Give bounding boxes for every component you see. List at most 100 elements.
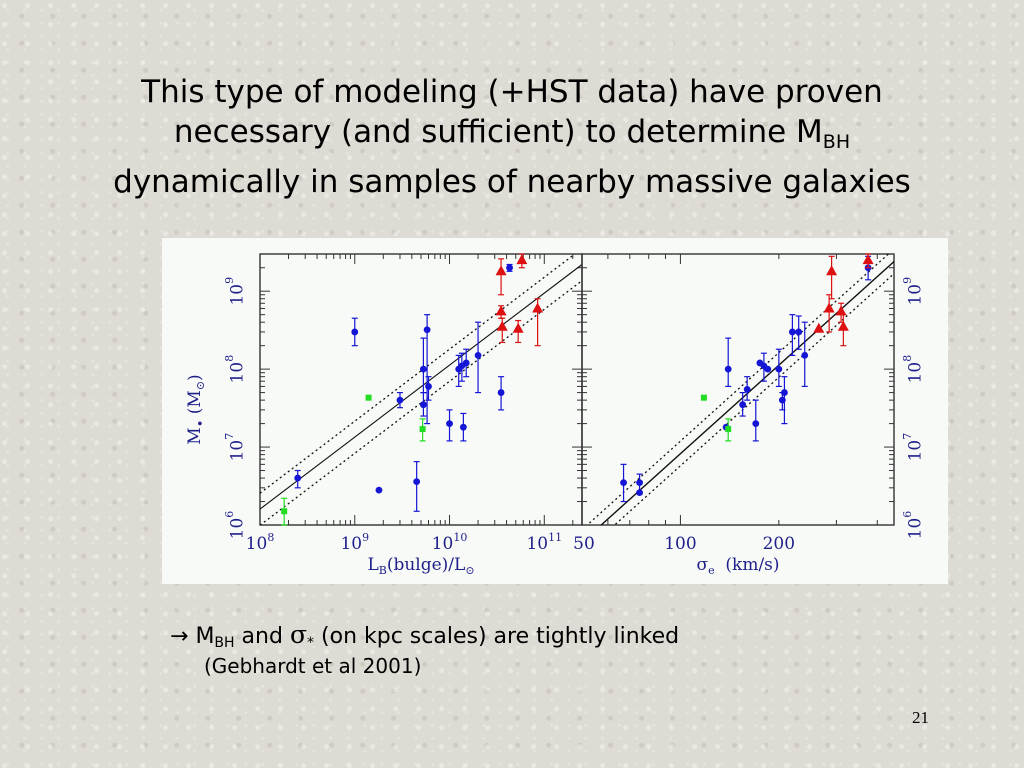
plot-frame [259,253,583,526]
y-axis-label: M• (M⊙) [185,374,209,444]
data-point-circle [636,489,643,497]
series-square [281,394,426,526]
caption-sigma: σ [289,620,308,649]
data-point-triangle [813,322,825,333]
y-tick-label: 106 [223,511,248,540]
data-point-circle [781,389,788,396]
title-line-3: dynamically in samples of nearby massive… [113,164,911,200]
data-point-circle [396,396,404,404]
y-axis-label-unit: (M [185,390,205,419]
data-point-circle [788,328,796,336]
fit-lines [260,254,582,525]
data-point-square [700,394,707,401]
data-point-triangle [862,254,874,265]
axis-ticks [259,253,582,526]
data-point-circle [425,383,432,390]
data-point-circle [419,365,427,373]
data-point-circle [752,420,760,428]
data-point-triangle [826,265,838,276]
y-tick-label: 109 [223,277,248,306]
series-square [700,394,732,442]
data-point-triangle [823,302,835,313]
data-point-circle [724,365,732,373]
data-point-circle [413,478,421,486]
y-tick-label-exponent: 6 [901,511,914,518]
title-line-1: This type of modeling (+HST data) have p… [141,74,883,110]
y-tick-label: 107 [901,433,926,462]
x-axis-label-mid: (bulge)/L [387,555,466,575]
title-line-2-text: necessary (and sufficient) to determine … [173,114,823,150]
data-point-circle [775,365,783,373]
page-number: 21 [912,708,929,727]
x-tick-label-exponent: 8 [267,531,274,544]
data-point-circle [446,420,453,428]
data-point-circle [795,328,803,336]
x-tick-label: 200 [763,534,795,554]
y-tick-label-exponent: 7 [223,433,236,440]
data-point-circle [459,423,467,431]
data-point-circle [294,474,302,482]
data-point-circle [419,401,427,409]
data-point-triangle [496,320,508,331]
y-tick-label: 108 [901,355,926,384]
data-point-triangle [835,305,847,316]
chart-panel: 106 107 108 109 108 109 1010 1011 LB(bulge)/L⊙ M•… [162,238,948,584]
x-axis-label-sub: B [379,564,387,577]
data-point-triangle [516,254,528,265]
caption-m: M [195,624,215,649]
y-tick-label-exponent: 8 [223,355,236,362]
x-tick-label: 50 [573,534,595,554]
x-axis-label-sub: ⊙ [465,564,474,577]
fit-line-bound [260,254,576,494]
data-point-square [281,508,288,515]
slide-title: This type of modeling (+HST data) have p… [60,72,964,202]
series-triangle [813,253,874,347]
data-point-triangle [495,305,507,316]
data-point-circle [462,359,470,367]
y-tick-label: 107 [223,433,248,462]
y-tick-label-exponent: 9 [901,277,914,284]
data-point-circle [620,479,627,486]
y-tick-label-exponent: 7 [901,433,914,440]
caption-sigma-subscript: * [307,635,315,651]
data-point-circle [497,389,505,396]
plot-frame [581,253,895,526]
caption-citation: (Gebhardt et al 2001) [204,654,422,678]
x-axis-label: σe (km/s) [696,555,779,577]
y-axis-label-close: ) [185,374,205,381]
fit-line-best [260,264,582,510]
data-point-circle [743,385,751,393]
data-point-triangle [512,322,524,333]
x-tick-label: 109 [340,531,369,554]
y-tick-label-exponent: 6 [223,511,236,518]
data-point-circle [375,486,383,494]
axis-ticks [581,253,894,526]
x-tick-label-exponent: 11 [548,531,562,544]
caption-m-subscript: BH [214,635,235,651]
data-point-circle [739,401,747,409]
fit-line-best [600,261,894,525]
data-point-triangle [495,265,507,276]
y-tick-label: 109 [901,277,926,306]
x-tick-label-exponent: 9 [362,531,369,544]
x-axis-label-sub: e [708,564,715,577]
data-point-circle [801,351,809,359]
y-tick-label-exponent: 8 [901,355,914,362]
x-tick-label: 108 [246,531,275,554]
y-tick-label: 108 [223,355,248,384]
fit-lines [586,254,894,525]
y-tick-label-exponent: 9 [223,277,236,284]
data-point-circle [764,365,772,373]
fit-line-bound [613,273,894,525]
caption-line-1: → MBH and σ* (on kpc scales) are tightly… [170,620,679,651]
y-axis-label-unit-sub: ⊙ [194,381,207,390]
title-line-2-subscript: BH [822,131,851,153]
y-axis-label-sub: • [194,420,209,428]
series-circle [294,263,513,512]
data-point-square [725,426,732,433]
caption-rest: (on kpc scales) are tightly linked [314,624,680,649]
arrow-icon: → [170,624,189,649]
